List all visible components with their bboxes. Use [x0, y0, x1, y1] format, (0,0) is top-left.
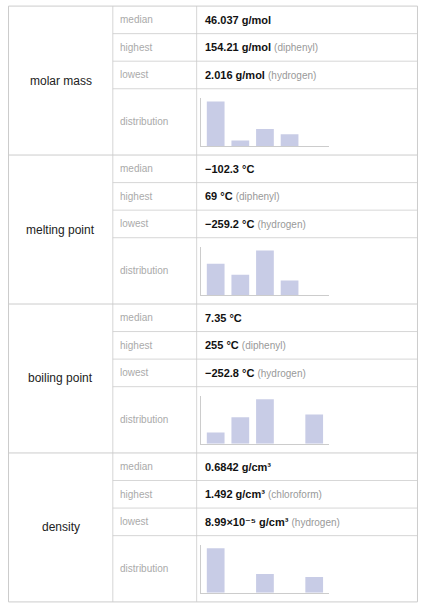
svg-text:molar mass: molar mass: [30, 74, 92, 88]
svg-text:46.037 g/mol: 46.037 g/mol: [205, 14, 271, 26]
svg-text:distribution: distribution: [120, 116, 168, 127]
svg-text:8.99×10⁻⁵ g/cm³ (hydrogen): 8.99×10⁻⁵ g/cm³ (hydrogen): [205, 516, 340, 528]
svg-text:highest: highest: [120, 489, 152, 500]
svg-text:lowest: lowest: [120, 516, 149, 527]
svg-text:median: median: [120, 163, 153, 174]
svg-text:distribution: distribution: [120, 563, 168, 574]
svg-text:density: density: [42, 520, 80, 534]
svg-text:lowest: lowest: [120, 218, 149, 229]
svg-text:lowest: lowest: [120, 367, 149, 378]
svg-text:−259.2 °C (hydrogen): −259.2 °C (hydrogen): [205, 218, 306, 230]
svg-text:distribution: distribution: [120, 414, 168, 425]
svg-text:median: median: [120, 461, 153, 472]
svg-text:2.016 g/mol (hydrogen): 2.016 g/mol (hydrogen): [205, 69, 316, 81]
svg-text:lowest: lowest: [120, 69, 149, 80]
svg-text:−102.3 °C: −102.3 °C: [205, 163, 254, 175]
svg-text:−252.8 °C (hydrogen): −252.8 °C (hydrogen): [205, 367, 306, 379]
svg-text:distribution: distribution: [120, 265, 168, 276]
svg-text:highest: highest: [120, 42, 152, 53]
svg-text:highest: highest: [120, 340, 152, 351]
svg-text:boiling point: boiling point: [28, 371, 93, 385]
svg-text:7.35 °C: 7.35 °C: [205, 312, 242, 324]
svg-text:255 °C (diphenyl): 255 °C (diphenyl): [205, 339, 286, 351]
svg-text:median: median: [120, 14, 153, 25]
svg-text:69 °C (diphenyl): 69 °C (diphenyl): [205, 190, 280, 202]
svg-text:0.6842 g/cm³: 0.6842 g/cm³: [205, 461, 271, 473]
svg-text:melting point: melting point: [26, 223, 95, 237]
svg-text:154.21 g/mol (diphenyl): 154.21 g/mol (diphenyl): [205, 41, 318, 53]
svg-text:1.492 g/cm³ (chloroform): 1.492 g/cm³ (chloroform): [205, 488, 322, 500]
svg-text:highest: highest: [120, 191, 152, 202]
svg-text:median: median: [120, 312, 153, 323]
